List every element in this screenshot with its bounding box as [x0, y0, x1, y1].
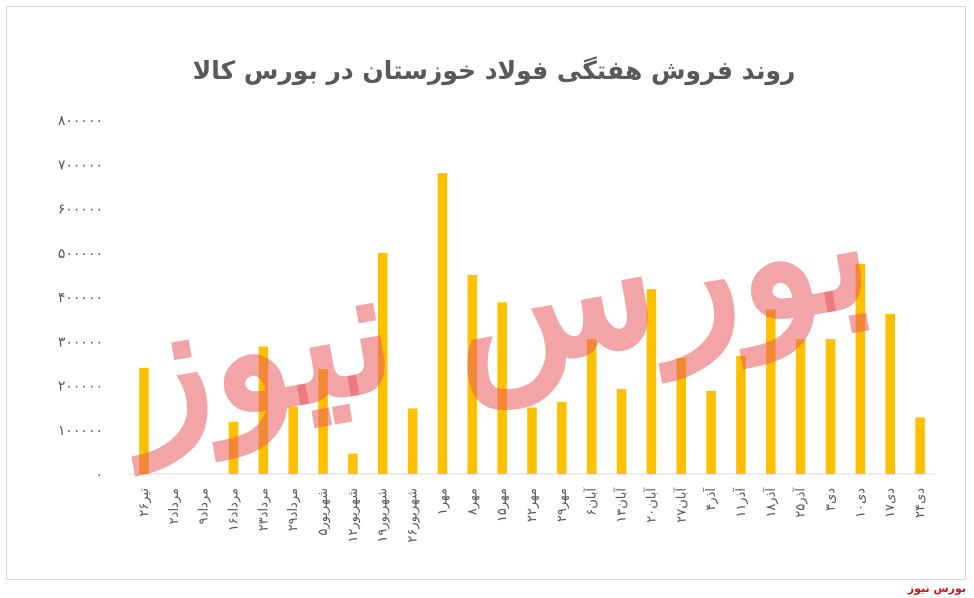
x-tick-label: ۹مرداد: [197, 488, 212, 524]
x-tick-label: ۱۶مرداد: [226, 488, 241, 531]
x-tick-label: ۶آبان: [583, 487, 600, 516]
x-tick-label: ۴آذر: [702, 487, 719, 511]
bar: [288, 406, 298, 474]
brand-label: بورس نیوز: [907, 582, 966, 595]
x-tick-label: ۳دی: [824, 488, 839, 511]
bar: [139, 367, 149, 474]
bar: [825, 339, 836, 474]
x-tick-label: ۲۹مهر: [555, 488, 570, 522]
y-tick-label: ۷۰۰۰۰۰: [58, 157, 103, 173]
bar: [377, 252, 388, 474]
bar: [646, 289, 657, 474]
bar: [736, 355, 746, 474]
chart-title: روند فروش هفتگی فولاد خوزستان در بورس کا…: [193, 56, 796, 86]
y-tick-label: ۱۰۰۰۰۰: [58, 423, 103, 439]
x-tick-label: ۲۲مهر: [525, 488, 540, 522]
y-tick-label: ۸۰۰۰۰۰: [58, 113, 103, 129]
x-tick-label: ۱۲شهریور: [346, 488, 361, 543]
y-tick-label: ۶۰۰۰۰۰: [58, 202, 103, 218]
x-tick-label: ۱۳آبان: [613, 487, 630, 523]
bar: [318, 369, 328, 474]
x-tick-label: ۱۷دی: [883, 488, 898, 518]
x-tick-label: ۲۶تیر: [137, 488, 152, 517]
bar: [557, 401, 567, 474]
x-tick-label: ۲۵آذر: [792, 487, 809, 518]
bar: [497, 302, 507, 474]
bar: [407, 408, 418, 474]
x-tick-label: ۲۹مرداد: [286, 488, 301, 531]
x-tick-label: ۸مهر: [465, 488, 480, 515]
x-tick-label: ۵شهریور: [316, 488, 331, 536]
bar: [855, 263, 866, 474]
bar-chart: روند فروش هفتگی فولاد خوزستان در بورس کا…: [58, 56, 935, 543]
bar-series: [139, 173, 925, 474]
x-tick-label: ۲مرداد: [167, 488, 182, 524]
bar: [228, 421, 239, 474]
bar: [706, 390, 716, 474]
x-axis: ۲۶تیر ۲مرداد ۹مرداد ۱۶مرداد ۲۳مرداد ۲۹مرداد ۵ش…: [137, 487, 928, 543]
bar: [437, 173, 448, 474]
x-tick-label: ۱۵مهر: [495, 488, 510, 522]
chart-frame: روند فروش هفتگی فولاد خوزستان در بورس کا…: [6, 6, 966, 580]
y-tick-label: ۴۰۰۰۰۰: [58, 290, 103, 306]
bar: [527, 407, 537, 474]
x-tick-label: ۲۰آبان: [642, 487, 659, 523]
y-tick-label: ۲۰۰۰۰۰: [58, 379, 103, 395]
bar: [885, 313, 895, 474]
bar: [258, 346, 269, 474]
x-tick-label: ۲۶شهریور: [406, 488, 421, 543]
x-tick-label: ۱۹شهریور: [376, 488, 391, 543]
x-tick-label: ۲۷آبان: [672, 487, 689, 523]
x-tick-label: ۱۸آذر: [762, 487, 779, 518]
bar: [467, 274, 478, 474]
bar: [348, 453, 358, 474]
bar: [795, 339, 806, 474]
bar: [616, 389, 627, 474]
x-tick-label: ۲۳مرداد: [256, 488, 271, 531]
y-tick-label: ۵۰۰۰۰۰: [58, 246, 103, 262]
x-tick-label: ۱۰دی: [853, 488, 868, 518]
x-tick-label: ۱۱آذر: [732, 487, 749, 518]
x-tick-label: ۱مهر: [435, 488, 450, 515]
x-tick-label: ۲۴دی: [913, 488, 928, 518]
bar: [766, 309, 776, 474]
bar: [676, 358, 687, 474]
y-tick-label: ۰: [95, 467, 103, 483]
y-tick-label: ۳۰۰۰۰۰: [58, 334, 103, 350]
bar: [915, 417, 925, 474]
bar: [586, 339, 597, 474]
